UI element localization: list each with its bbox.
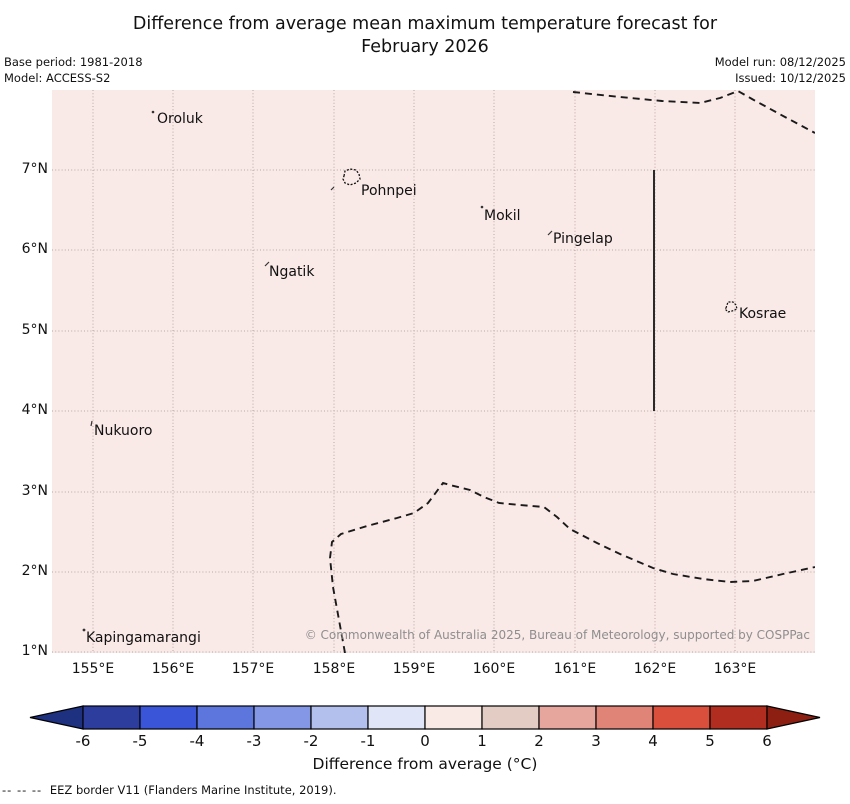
cbtick-2: 2 bbox=[534, 732, 544, 750]
cbtick-1: 1 bbox=[477, 732, 487, 750]
place-label-kosrae: Kosrae bbox=[739, 306, 787, 322]
ytick-4n: 4°N bbox=[21, 402, 48, 418]
place-label-pohnpei: Pohnpei bbox=[361, 183, 417, 199]
oroluk-marker bbox=[151, 110, 155, 114]
ytick-6n: 6°N bbox=[21, 241, 48, 257]
xtick-156e: 156°E bbox=[151, 661, 195, 677]
map-plot-area: Oroluk Pohnpei Mokil Pingelap Ngatik Kos… bbox=[52, 90, 815, 653]
colorbar-segments bbox=[82, 705, 768, 730]
cbtick-neg3: -3 bbox=[246, 732, 262, 750]
cbtick-6: 6 bbox=[762, 732, 772, 750]
cbtick-3: 3 bbox=[591, 732, 601, 750]
place-label-pingelap: Pingelap bbox=[553, 231, 613, 247]
xtick-163e: 163°E bbox=[713, 661, 757, 677]
colorbar-arrow-left bbox=[29, 705, 84, 730]
base-period-text: Base period: 1981-2018 bbox=[4, 55, 143, 69]
cbtick-0: 0 bbox=[420, 732, 430, 750]
eez-border-north-path bbox=[572, 90, 815, 134]
xtick-155e: 155°E bbox=[71, 661, 115, 677]
ytick-2n: 2°N bbox=[21, 563, 48, 579]
cbtick-5: 5 bbox=[705, 732, 715, 750]
eez-border-south-path bbox=[329, 481, 815, 653]
eez-footnote-text: EEZ border V11 (Flanders Marine Institut… bbox=[49, 783, 337, 797]
eez-footnote: -- -- -- EEZ border V11 (Flanders Marine… bbox=[2, 783, 337, 797]
cbtick-neg1: -1 bbox=[360, 732, 376, 750]
xtick-158e: 158°E bbox=[312, 661, 356, 677]
place-label-oroluk: Oroluk bbox=[157, 111, 203, 127]
colorbar-axis-label: Difference from average (°C) bbox=[312, 755, 538, 773]
meta-right: Model run: 08/12/2025 Issued: 10/12/2025 bbox=[715, 54, 846, 86]
kapingamarangi-marker bbox=[82, 628, 86, 632]
eez-dash-legend: -- -- -- bbox=[2, 783, 43, 797]
mokil-marker bbox=[480, 205, 484, 209]
place-label-kapingamarangi: Kapingamarangi bbox=[86, 630, 201, 646]
kosrae-island-outline bbox=[724, 301, 738, 313]
ngatik-marker bbox=[264, 261, 270, 267]
xtick-157e: 157°E bbox=[231, 661, 275, 677]
ytick-1n: 1°N bbox=[21, 643, 48, 659]
page-title-line2: February 2026 bbox=[361, 37, 489, 57]
cbtick-neg5: -5 bbox=[132, 732, 148, 750]
colorbar-arrow-right bbox=[766, 705, 821, 730]
cbtick-neg2: -2 bbox=[303, 732, 319, 750]
place-label-ngatik: Ngatik bbox=[269, 264, 315, 280]
model-run-text: Model run: 08/12/2025 bbox=[714, 55, 846, 69]
ytick-7n: 7°N bbox=[21, 161, 48, 177]
nukuoro-marker bbox=[90, 420, 93, 427]
pohnpei-island-outline bbox=[342, 168, 361, 186]
ant-atoll-marker bbox=[330, 186, 335, 191]
page-title-line1: Difference from average mean maximum tem… bbox=[132, 14, 718, 34]
pingelap-marker bbox=[547, 230, 553, 236]
ytick-3n: 3°N bbox=[21, 483, 48, 499]
xtick-159e: 159°E bbox=[392, 661, 436, 677]
copyright-text: © Commonwealth of Australia 2025, Bureau… bbox=[304, 628, 810, 642]
xtick-161e: 161°E bbox=[553, 661, 597, 677]
ytick-5n: 5°N bbox=[21, 322, 48, 338]
colorbar bbox=[29, 705, 821, 730]
place-label-mokil: Mokil bbox=[484, 208, 521, 224]
model-text: Model: ACCESS-S2 bbox=[4, 71, 111, 85]
cbtick-neg6: -6 bbox=[75, 732, 91, 750]
cbtick-neg4: -4 bbox=[189, 732, 205, 750]
issued-text: Issued: 10/12/2025 bbox=[735, 71, 846, 85]
cbtick-4: 4 bbox=[648, 732, 658, 750]
xtick-162e: 162°E bbox=[633, 661, 677, 677]
page-title: Difference from average mean maximum tem… bbox=[0, 13, 850, 59]
xtick-160e: 160°E bbox=[472, 661, 516, 677]
place-label-nukuoro: Nukuoro bbox=[94, 423, 153, 439]
meta-left: Base period: 1981-2018 Model: ACCESS-S2 bbox=[4, 54, 143, 86]
map-graphics bbox=[52, 90, 815, 653]
graticule-grid-lines bbox=[52, 90, 815, 653]
